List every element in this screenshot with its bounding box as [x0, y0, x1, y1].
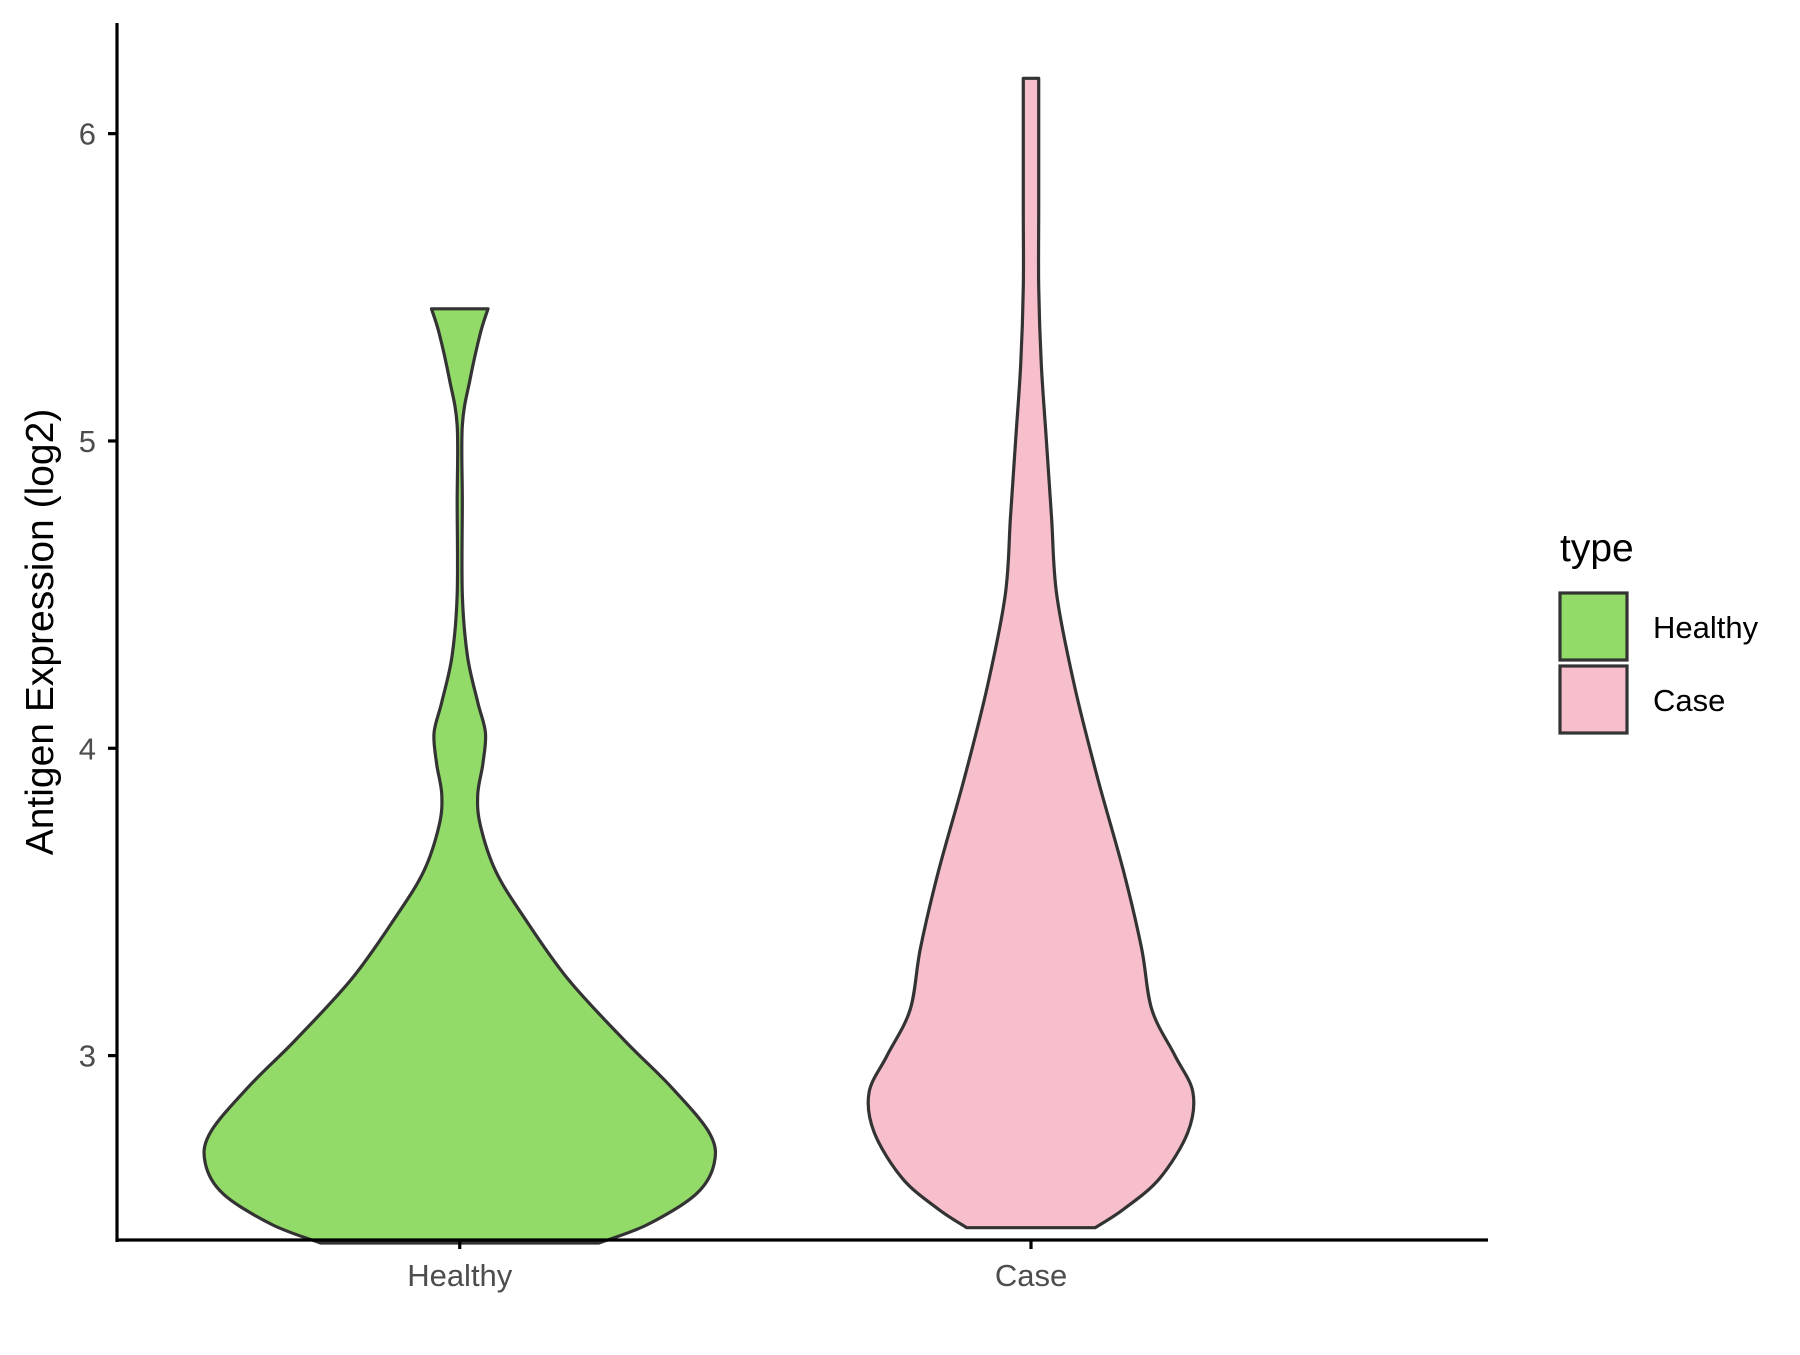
- legend: type Healthy Case: [1558, 527, 1759, 735]
- legend-entries: Healthy Case: [1558, 591, 1759, 735]
- legend-label-healthy: Healthy: [1653, 610, 1759, 645]
- y-tick-label: 3: [79, 1039, 96, 1074]
- legend-swatch-healthy: [1558, 591, 1629, 662]
- x-ticks: Healthy Case: [407, 1240, 1067, 1293]
- violin-healthy: [202, 307, 718, 1245]
- legend-title: type: [1560, 527, 1634, 570]
- x-tick-label: Case: [995, 1258, 1067, 1293]
- y-tick-label: 6: [79, 117, 96, 152]
- legend-label-case: Case: [1653, 683, 1725, 718]
- y-tick-label: 5: [79, 424, 96, 459]
- y-axis-title: Antigen Expression (log2): [19, 409, 62, 856]
- violin-case: [866, 76, 1196, 1230]
- legend-swatch-case: [1558, 664, 1629, 735]
- axes: 3 4 5 6 Healthy Case Antigen Expression (log…: [19, 23, 1488, 1293]
- y-ticks: 3 4 5 6: [79, 117, 117, 1074]
- x-tick-label: Healthy: [407, 1258, 513, 1293]
- violin-layer: [202, 76, 1196, 1245]
- y-tick-label: 4: [79, 731, 96, 766]
